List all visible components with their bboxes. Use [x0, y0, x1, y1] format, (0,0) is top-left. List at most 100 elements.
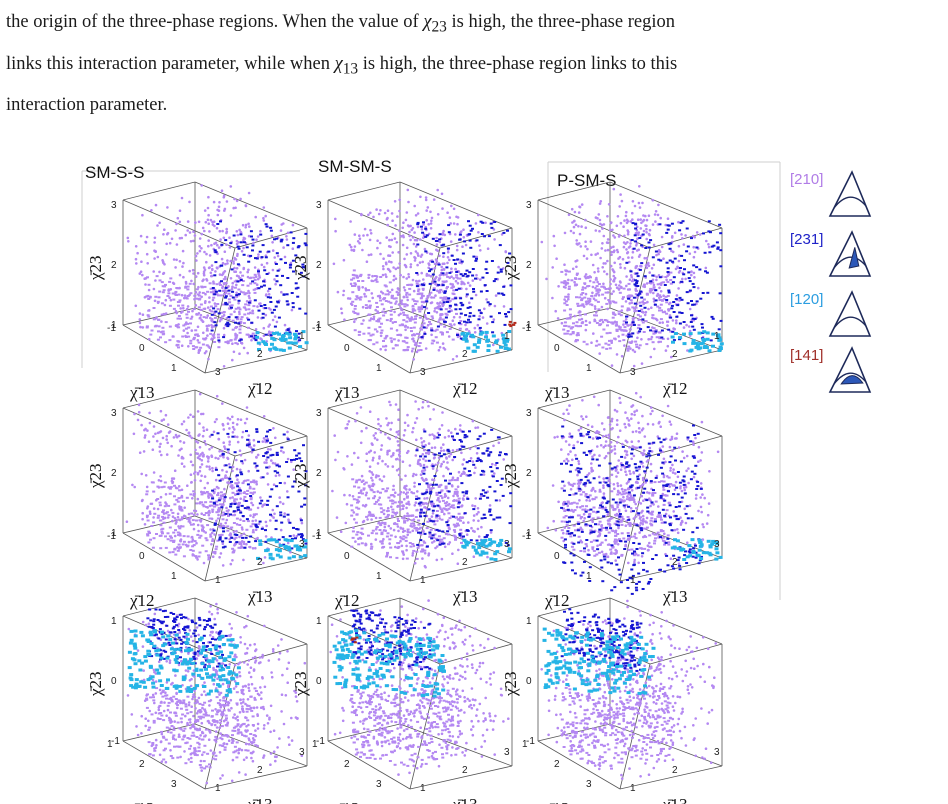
data-point: [245, 300, 249, 303]
data-point: [654, 330, 658, 333]
data-point: [636, 294, 640, 297]
data-point: [201, 291, 205, 294]
data-point: [485, 449, 489, 452]
data-point: [412, 358, 416, 361]
x-tick-label: 1: [171, 363, 177, 374]
data-point: [425, 488, 429, 492]
data-point: [158, 519, 162, 522]
data-point: [650, 267, 654, 270]
data-point: [452, 277, 456, 280]
data-point: [566, 295, 570, 298]
data-point: [396, 293, 400, 297]
data-point: [198, 291, 201, 294]
data-point: [618, 291, 622, 294]
data-point: [380, 479, 384, 483]
data-point: [371, 280, 375, 283]
data-point: [425, 274, 429, 277]
data-point: [191, 268, 195, 272]
data-point: [441, 530, 445, 533]
data-point: [214, 251, 218, 254]
data-point: [279, 337, 284, 341]
data-point: [717, 336, 722, 340]
data-point: [300, 536, 303, 539]
data-point: [146, 262, 149, 265]
data-point: [601, 285, 605, 288]
data-point: [361, 504, 365, 507]
data-point: [266, 538, 271, 542]
data-point: [209, 528, 212, 531]
data-point: [690, 237, 693, 240]
data-point: [594, 278, 598, 281]
data-point: [275, 252, 279, 255]
data-point: [290, 459, 293, 461]
data-point: [422, 472, 426, 475]
data-point: [608, 331, 612, 334]
data-point: [453, 479, 457, 482]
data-point: [670, 304, 674, 307]
data-point: [629, 342, 633, 344]
data-point: [709, 231, 712, 234]
data-point: [628, 294, 632, 297]
data-point: [578, 242, 581, 245]
data-point: [370, 532, 374, 535]
data-point: [175, 435, 179, 439]
data-point: [469, 539, 473, 542]
x-axis-label: χ̄13: [334, 383, 360, 402]
data-point: [202, 426, 205, 429]
data-point: [232, 510, 236, 513]
data-point: [368, 238, 372, 242]
data-point: [461, 445, 465, 448]
data-point: [653, 332, 657, 334]
data-point: [300, 521, 304, 525]
data-point: [435, 240, 439, 242]
data-point: [236, 435, 239, 439]
data-point: [249, 508, 253, 511]
x-tick-label: 1: [376, 363, 382, 374]
data-point: [221, 527, 225, 530]
data-point: [401, 557, 405, 561]
data-point: [165, 438, 168, 441]
data-point: [260, 499, 264, 502]
data-point: [460, 282, 463, 286]
data-point: [275, 464, 279, 467]
data-point: [429, 222, 433, 225]
data-point: [452, 506, 456, 509]
data-point: [480, 233, 484, 235]
data-point: [217, 205, 221, 209]
y-tick-label: 2: [462, 349, 468, 360]
data-point: [142, 450, 146, 453]
data-point: [567, 297, 570, 301]
data-point: [386, 223, 390, 227]
data-point: [506, 261, 510, 264]
cube-edge: [537, 324, 621, 374]
data-point: [562, 281, 566, 284]
data-point: [272, 483, 276, 487]
data-point: [172, 531, 176, 534]
data-point: [467, 318, 470, 321]
data-point: [658, 286, 661, 290]
data-point: [421, 260, 425, 264]
data-point: [227, 323, 231, 326]
data-point: [275, 451, 279, 454]
data-point: [258, 539, 263, 543]
data-point: [235, 291, 238, 295]
data-point: [649, 239, 653, 242]
data-point: [421, 529, 425, 532]
data-point: [190, 536, 194, 539]
data-point: [186, 220, 190, 223]
data-point: [450, 204, 453, 208]
data-point: [652, 327, 656, 330]
data-point: [159, 495, 163, 499]
data-point: [471, 279, 475, 282]
data-point: [248, 291, 251, 295]
data-point: [355, 274, 359, 277]
data-point: [420, 476, 424, 480]
data-point: [242, 253, 246, 256]
data-point: [622, 245, 626, 249]
data-point: [303, 503, 307, 506]
data-point: [429, 210, 432, 214]
data-point: [645, 282, 649, 285]
data-point: [506, 347, 511, 351]
data-point: [391, 294, 394, 297]
data-point: [370, 292, 374, 295]
